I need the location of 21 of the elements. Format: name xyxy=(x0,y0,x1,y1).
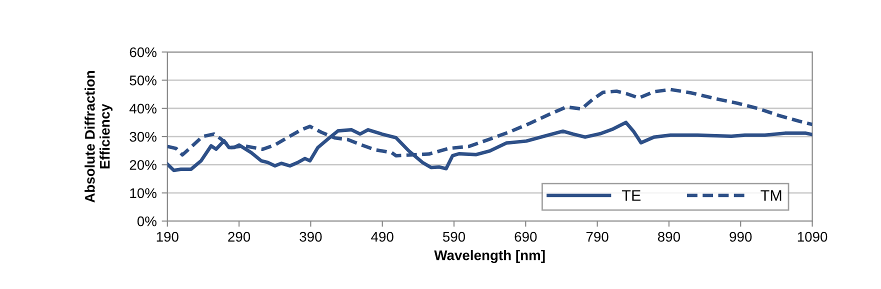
x-tick-label: 1090 xyxy=(798,232,828,242)
x-tick-label: 890 xyxy=(658,232,680,242)
x-tick-label: 690 xyxy=(514,232,537,242)
y-tick-label: 30% xyxy=(130,132,156,142)
y-tick-label: 50% xyxy=(130,76,156,86)
y-tick-label: 60% xyxy=(130,47,156,58)
x-tick-label: 490 xyxy=(371,232,394,242)
y-tick-label: 40% xyxy=(129,104,156,114)
y-axis-title: Absolute Diffraction Efficiency xyxy=(84,71,113,203)
x-tick-label: 290 xyxy=(228,232,250,242)
x-tick-label: 990 xyxy=(730,232,752,242)
legend-label: TE xyxy=(622,190,641,201)
x-tick-label: 390 xyxy=(300,232,322,242)
legend-label: TM xyxy=(760,190,782,201)
y-tick-label: 0% xyxy=(137,216,156,226)
x-axis-title: Wavelength [nm] xyxy=(434,250,545,264)
y-tick-label: 10% xyxy=(130,188,156,198)
x-tick-label: 790 xyxy=(586,232,608,242)
y-tick-label: 20% xyxy=(130,160,156,170)
x-tick-label: 590 xyxy=(442,232,466,242)
x-tick-label: 190 xyxy=(156,232,178,242)
